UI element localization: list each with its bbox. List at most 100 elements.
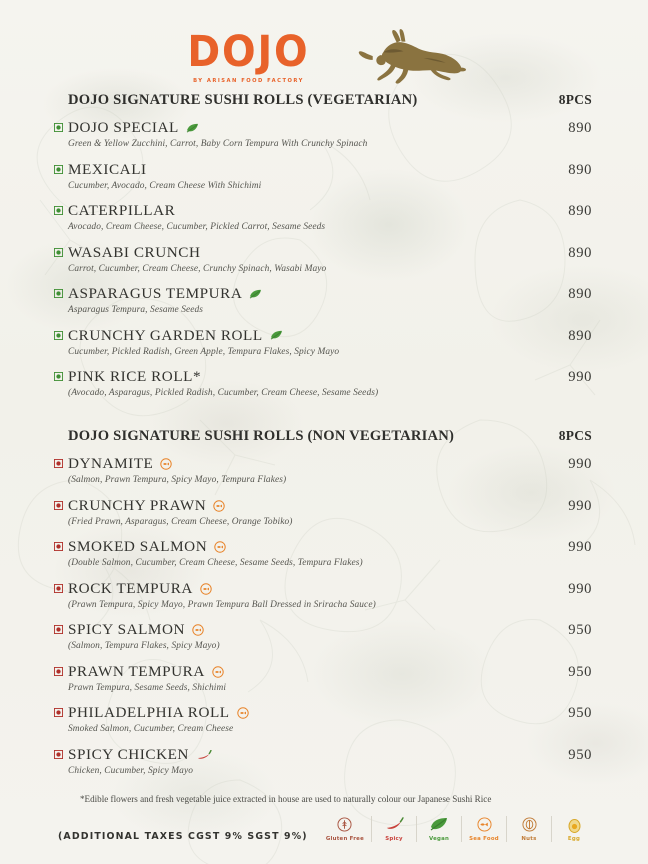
brand-tagline: BY ARISAN FOOD FACTORY	[193, 77, 304, 84]
item-description: (Fried Prawn, Asparagus, Cream Cheese, O…	[68, 516, 293, 527]
seafood-icon	[213, 499, 225, 512]
item-price: 990	[568, 580, 592, 597]
item-price: 950	[568, 663, 592, 680]
section-title: DOJO SIGNATURE SUSHI ROLLS (NON VEGETARI…	[68, 428, 455, 444]
item-name: PINK RICE ROLL*	[68, 368, 202, 385]
item-description: (Salmon, Prawn Tempura, Spicy Mayo, Temp…	[68, 475, 287, 485]
veg-mark-icon	[54, 123, 63, 132]
legend-label: Nuts	[521, 836, 537, 842]
chili-icon	[196, 749, 212, 761]
item-name: CRUNCHY GARDEN ROLL	[68, 326, 263, 344]
item-name: PRAWN TEMPURA	[68, 662, 205, 680]
item-price: 950	[568, 705, 592, 721]
menu-item[interactable]: DOJO SPECIAL 890 Green & Yellow Zucchini…	[54, 119, 592, 149]
item-name: CRUNCHY PRAWN	[68, 496, 207, 514]
item-price: 890	[568, 203, 592, 219]
item-name: SPICY SALMON	[68, 621, 186, 638]
menu-item[interactable]: SPICY CHICKEN 950 Chicken, Cucumber, Spi…	[54, 745, 592, 776]
menu-item[interactable]: CRUNCHY GARDEN ROLL 890 Cucumber, Pickle…	[54, 326, 592, 357]
legend-item-nuts: Nuts	[506, 816, 551, 842]
legend-label: Vegan	[428, 836, 450, 842]
menu-item[interactable]: CATERPILLAR 890 Avocado, Cream Cheese, C…	[54, 202, 592, 232]
nonveg-mark-icon	[54, 542, 63, 551]
menu-sections: DOJO SIGNATURE SUSHI ROLLS (VEGETARIAN) …	[0, 92, 648, 804]
vegan-leaf-icon	[270, 330, 283, 341]
item-description: (Salmon, Tempura Flakes, Spicy Mayo)	[68, 641, 220, 651]
item-price: 890	[568, 120, 592, 136]
menu-item[interactable]: ROCK TEMPURA 990 (Prawn Tempura, Spicy M…	[54, 579, 592, 610]
section-non-vegetarian: DOJO SIGNATURE SUSHI ROLLS (NON VEGETARI…	[54, 428, 592, 776]
menu-item[interactable]: PINK RICE ROLL* 990 (Avocado, Asparagus,…	[54, 368, 592, 398]
section-vegetarian: DOJO SIGNATURE SUSHI ROLLS (VEGETARIAN) …	[54, 92, 592, 398]
legend-item-sea-food: Sea Food	[461, 816, 506, 842]
item-description: Avocado, Cream Cheese, Cucumber, Pickled…	[68, 222, 326, 232]
tax-note: (ADDITIONAL TAXES CGST 9% SGST 9%)	[58, 831, 308, 842]
menu-item[interactable]: DYNAMITE 990 (Salmon, Prawn Tempura, Spi…	[54, 455, 592, 485]
vegan-leaf-icon	[249, 289, 262, 300]
item-price: 890	[568, 244, 592, 261]
seafood-icon	[160, 458, 173, 470]
item-description: Carrot, Cucumber, Cream Cheese, Crunchy …	[68, 263, 327, 274]
menu-item[interactable]: ASPARAGUS TEMPURA 890 Asparagus Tempura,…	[54, 285, 592, 315]
vegan-leaf-icon	[186, 123, 199, 134]
item-name: SMOKED SALMON	[68, 538, 208, 555]
legend-label: Egg	[567, 836, 581, 842]
item-price: 950	[568, 746, 592, 763]
item-name: ROCK TEMPURA	[68, 579, 193, 597]
section-portion: 8PCS	[558, 92, 592, 107]
item-name: PHILADELPHIA ROLL	[68, 704, 230, 721]
running-hare-icon	[358, 29, 466, 84]
item-name: SPICY CHICKEN	[68, 745, 189, 763]
seafood-icon	[214, 541, 226, 553]
veg-mark-icon	[54, 247, 63, 257]
menu-item[interactable]: PRAWN TEMPURA 950 Prawn Tempura, Sesame …	[54, 662, 592, 693]
menu-item[interactable]: SPICY SALMON 950 (Salmon, Tempura Flakes…	[54, 621, 592, 651]
item-price: 890	[568, 161, 592, 178]
legend-item-gluten-free: Gluten Free	[319, 816, 371, 842]
item-description: Cucumber, Avocado, Cream Cheese With Shi…	[68, 180, 262, 191]
seafood-icon	[236, 707, 249, 719]
seafood-icon	[212, 665, 224, 678]
brand-logo: DOJO BY ARISAN FOOD FACTORY	[182, 27, 315, 84]
nonveg-mark-icon	[54, 500, 63, 510]
legend: Gluten Free Spicy Vegan Sea Food	[319, 816, 596, 842]
item-price: 890	[568, 327, 592, 344]
veg-mark-icon	[54, 164, 63, 174]
nonveg-mark-icon	[54, 666, 63, 676]
item-name: DYNAMITE	[68, 455, 154, 472]
veg-mark-icon	[54, 330, 63, 340]
menu-item[interactable]: SMOKED SALMON 990 (Double Salmon, Cucumb…	[54, 538, 592, 568]
menu-header: DOJO BY ARISAN FOOD FACTORY	[0, 0, 648, 86]
legend-label: Spicy	[385, 836, 403, 842]
item-description: Green & Yellow Zucchini, Carrot, Baby Co…	[68, 139, 368, 149]
menu-item[interactable]: CRUNCHY PRAWN 990 (Fried Prawn, Asparagu…	[54, 496, 592, 527]
nonveg-mark-icon	[54, 708, 63, 717]
legend-item-spicy: Spicy	[371, 816, 416, 842]
menu-item[interactable]: MEXICALI 890 Cucumber, Avocado, Cream Ch…	[54, 161, 592, 191]
section-portion: 8PCS	[558, 428, 592, 443]
legend-label: Gluten Free	[325, 836, 364, 842]
footnote: *Edible flowers and fresh vegetable juic…	[80, 793, 492, 804]
leaf-icon	[430, 816, 448, 833]
menu-item[interactable]: WASABI CRUNCH 890 Carrot, Cucumber, Crea…	[54, 244, 592, 274]
seafood-icon	[192, 624, 204, 636]
egg-icon	[568, 816, 581, 833]
item-description: Smoked Salmon, Cucumber, Cream Cheese	[68, 724, 234, 734]
section-title: DOJO SIGNATURE SUSHI ROLLS (VEGETARIAN)	[68, 92, 418, 108]
item-price: 990	[568, 539, 592, 555]
veg-mark-icon	[54, 289, 63, 298]
brand-name: DOJO	[187, 27, 310, 78]
nonveg-mark-icon	[54, 625, 63, 634]
chili-icon	[385, 816, 404, 833]
seafood-icon	[476, 816, 492, 833]
item-description: (Prawn Tempura, Spicy Mayo, Prawn Tempur…	[68, 599, 376, 610]
item-price: 890	[568, 286, 592, 302]
item-price: 950	[568, 622, 592, 638]
menu-item[interactable]: PHILADELPHIA ROLL 950 Smoked Salmon, Cuc…	[54, 704, 592, 734]
section-header: DOJO SIGNATURE SUSHI ROLLS (VEGETARIAN) …	[68, 92, 592, 109]
seafood-icon	[200, 582, 212, 595]
item-description: (Double Salmon, Cucumber, Cream Cheese, …	[68, 558, 363, 568]
menu-footer: (ADDITIONAL TAXES CGST 9% SGST 9%) Glute…	[0, 816, 648, 842]
item-price: 990	[568, 369, 592, 385]
